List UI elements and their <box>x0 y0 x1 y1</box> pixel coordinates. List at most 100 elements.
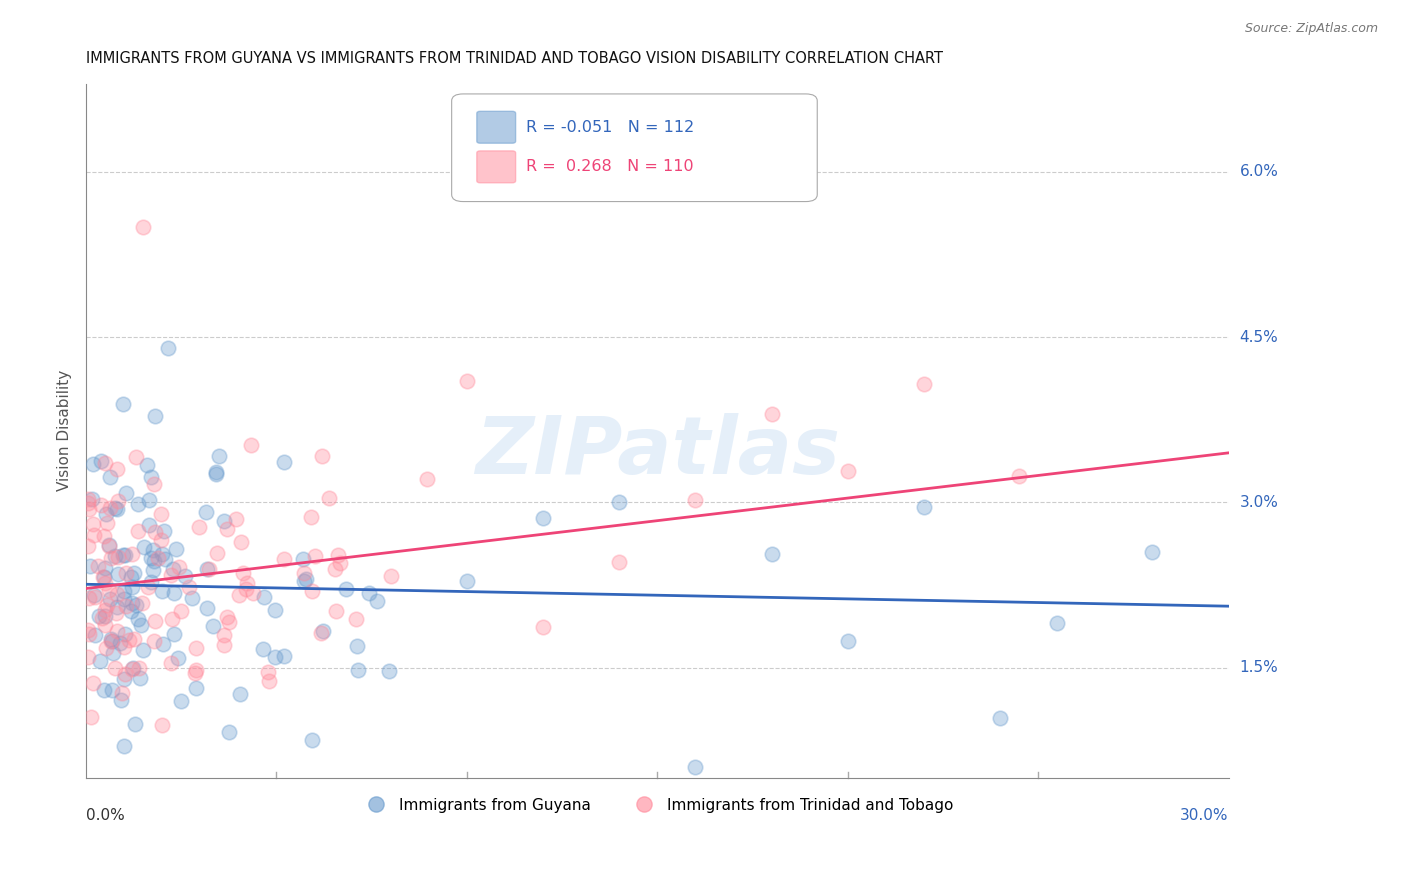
Point <box>121 662 143 676</box>
Point <box>263 649 285 664</box>
Point <box>94 507 117 521</box>
Point <box>531 511 554 525</box>
Point <box>160 657 183 671</box>
Point <box>292 566 315 581</box>
Point <box>112 548 135 562</box>
Point <box>1142 545 1164 559</box>
Point <box>347 663 370 677</box>
Point <box>107 566 129 581</box>
Point <box>94 618 117 632</box>
Point <box>105 606 128 620</box>
Point <box>96 516 118 531</box>
Point <box>82 516 104 531</box>
Point <box>127 497 149 511</box>
Text: R = -0.051   N = 112: R = -0.051 N = 112 <box>526 120 695 135</box>
Point <box>98 470 121 484</box>
Point <box>163 627 186 641</box>
Point <box>82 458 104 472</box>
Point <box>77 502 100 516</box>
Point <box>252 642 274 657</box>
Point <box>143 409 166 424</box>
Point <box>212 638 235 652</box>
Point <box>77 649 100 664</box>
Point <box>94 561 117 575</box>
Point <box>380 569 402 583</box>
Point <box>122 566 145 581</box>
Point <box>761 407 783 421</box>
Text: 4.5%: 4.5% <box>1240 329 1278 344</box>
Point <box>125 450 148 465</box>
Point <box>110 693 132 707</box>
Point <box>264 603 287 617</box>
Point <box>105 502 128 516</box>
Point <box>143 553 166 567</box>
Point <box>114 486 136 500</box>
Point <box>98 583 121 598</box>
Point <box>344 612 367 626</box>
Point <box>80 492 103 507</box>
Point <box>149 507 172 521</box>
Point <box>359 585 381 599</box>
Point <box>90 454 112 468</box>
Text: Source: ZipAtlas.com: Source: ZipAtlas.com <box>1244 22 1378 36</box>
Point <box>149 533 172 548</box>
Point <box>208 449 231 463</box>
Point <box>142 563 165 577</box>
Point <box>96 598 118 612</box>
Point <box>201 619 224 633</box>
Point <box>212 514 235 528</box>
Point <box>142 542 165 557</box>
Point <box>121 597 143 611</box>
Point <box>127 524 149 538</box>
Point <box>212 628 235 642</box>
Point <box>912 500 935 514</box>
Point <box>98 501 121 516</box>
Point <box>83 528 105 542</box>
Point <box>232 566 254 580</box>
Point <box>112 739 135 754</box>
Legend: Immigrants from Guyana, Immigrants from Trinidad and Tobago: Immigrants from Guyana, Immigrants from … <box>354 792 960 819</box>
Point <box>100 632 122 646</box>
Point <box>105 599 128 614</box>
Point <box>235 576 257 591</box>
FancyBboxPatch shape <box>451 94 817 202</box>
Point <box>104 501 127 516</box>
Point <box>101 682 124 697</box>
Point <box>114 548 136 562</box>
Point <box>115 599 138 614</box>
Point <box>112 673 135 687</box>
Point <box>170 604 193 618</box>
Point <box>304 549 326 563</box>
Point <box>273 648 295 663</box>
Point <box>100 551 122 566</box>
Point <box>77 624 100 638</box>
Point <box>253 590 276 604</box>
Point <box>93 529 115 543</box>
Point <box>218 725 240 739</box>
Point <box>329 556 352 570</box>
Point <box>685 760 707 774</box>
Text: ZIPatlas: ZIPatlas <box>475 413 839 491</box>
Point <box>177 580 200 594</box>
Point <box>125 599 148 613</box>
Point <box>79 591 101 605</box>
Text: 1.5%: 1.5% <box>1240 660 1278 675</box>
Point <box>239 438 262 452</box>
Text: 3.0%: 3.0% <box>1240 495 1278 510</box>
Point <box>77 496 100 510</box>
Point <box>162 562 184 576</box>
Point <box>205 467 228 481</box>
Point <box>155 552 177 566</box>
Point <box>197 562 219 576</box>
Point <box>323 561 346 575</box>
Point <box>94 608 117 623</box>
Point <box>195 601 218 615</box>
Point <box>89 654 111 668</box>
Point <box>142 477 165 491</box>
Point <box>195 562 218 576</box>
Point <box>89 608 111 623</box>
Point <box>93 569 115 583</box>
Point <box>1008 468 1031 483</box>
Point <box>235 582 257 597</box>
Point <box>143 525 166 540</box>
